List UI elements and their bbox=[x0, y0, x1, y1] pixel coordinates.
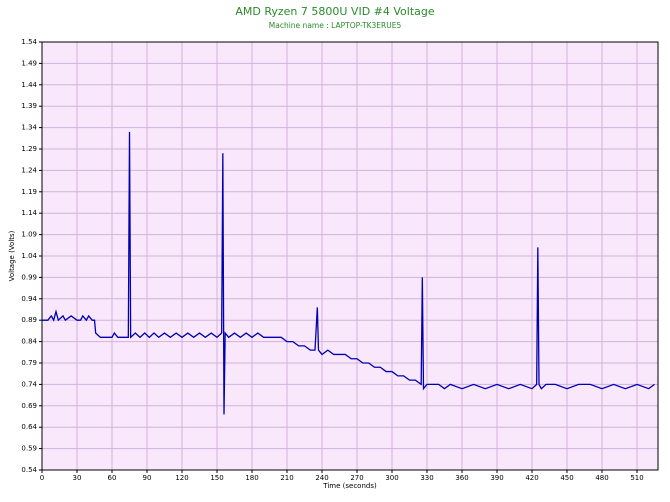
x-tick-label: 60 bbox=[108, 474, 117, 482]
y-tick-label: 1.19 bbox=[21, 188, 37, 196]
y-tick-label: 1.14 bbox=[21, 209, 37, 217]
x-tick-label: 210 bbox=[280, 474, 293, 482]
y-tick-label: 0.94 bbox=[21, 295, 37, 303]
x-tick-label: 510 bbox=[630, 474, 643, 482]
y-tick-label: 0.99 bbox=[21, 273, 37, 281]
y-tick-label: 0.79 bbox=[21, 359, 37, 367]
x-tick-label: 180 bbox=[245, 474, 258, 482]
x-tick-label: 300 bbox=[385, 474, 398, 482]
plot-border bbox=[41, 41, 659, 471]
x-tick-label: 120 bbox=[175, 474, 188, 482]
chart-subtitle: Machine name : LAPTOP-TK3ERUE5 bbox=[269, 21, 402, 30]
x-tick-label: 240 bbox=[315, 474, 328, 482]
y-tick-label: 1.04 bbox=[21, 252, 37, 260]
x-tick-label: 150 bbox=[210, 474, 223, 482]
x-tick-label: 420 bbox=[525, 474, 538, 482]
x-tick-label: 450 bbox=[560, 474, 573, 482]
x-tick-label: 30 bbox=[73, 474, 82, 482]
y-tick-label: 0.59 bbox=[21, 445, 37, 453]
y-tick-label: 0.64 bbox=[21, 423, 37, 431]
y-tick-label: 0.74 bbox=[21, 380, 37, 388]
y-tick-label: 0.89 bbox=[21, 316, 37, 324]
y-tick-label: 1.54 bbox=[21, 38, 37, 46]
y-tick-label: 1.24 bbox=[21, 166, 37, 174]
x-tick-label: 90 bbox=[143, 474, 152, 482]
y-axis-label: Voltage (Volts) bbox=[8, 230, 16, 281]
x-tick-label: 270 bbox=[350, 474, 363, 482]
y-tick-label: 0.69 bbox=[21, 402, 37, 410]
chart-title: AMD Ryzen 7 5800U VID #4 Voltage bbox=[235, 5, 435, 18]
y-tick-label: 1.44 bbox=[21, 81, 37, 89]
x-tick-label: 330 bbox=[420, 474, 433, 482]
x-tick-label: 0 bbox=[40, 474, 44, 482]
x-tick-label: 390 bbox=[490, 474, 503, 482]
y-tick-label: 1.49 bbox=[21, 59, 37, 67]
x-axis-label: Time (seconds) bbox=[322, 482, 377, 490]
y-tick-label: 1.39 bbox=[21, 102, 37, 110]
y-tick-label: 1.34 bbox=[21, 124, 37, 132]
y-tick-label: 1.29 bbox=[21, 145, 37, 153]
y-tick-label: 0.84 bbox=[21, 338, 37, 346]
x-tick-label: 480 bbox=[595, 474, 608, 482]
data-line bbox=[42, 131, 655, 415]
y-tick-label: 1.09 bbox=[21, 231, 37, 239]
y-tick-label: 0.54 bbox=[21, 466, 37, 474]
x-tick-label: 360 bbox=[455, 474, 468, 482]
